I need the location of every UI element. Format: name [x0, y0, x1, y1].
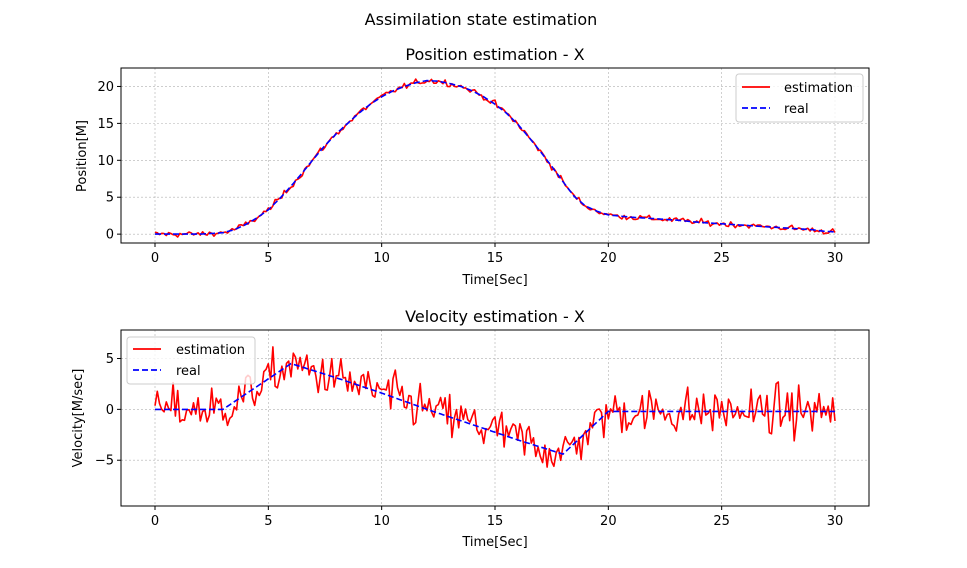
position-y-tick-label: 5: [106, 191, 114, 206]
position-series: [154, 78, 836, 238]
velocity-x-tick-label: 20: [600, 514, 617, 529]
position-legend: estimation real: [735, 73, 864, 123]
position-y-tick-label: 20: [97, 80, 114, 95]
velocity-x-tick-label: 25: [713, 514, 730, 529]
position-x-tick-label: 30: [827, 251, 844, 266]
velocity-x-tick-label: 5: [264, 514, 272, 529]
velocity-x-tick-label: 10: [373, 514, 390, 529]
velocity-x-tick-label: 0: [151, 514, 159, 529]
position-x-tick-label: 5: [264, 251, 272, 266]
velocity-y-tick-label: 0: [106, 403, 114, 418]
velocity-estimation-line: [154, 346, 836, 468]
position-chart: 0 5 10 15 20 25 30 0 5 10 15 20 Position estimatio…: [75, 45, 870, 288]
figure-suptitle: Assimilation state estimation: [365, 10, 598, 29]
velocity-chart: 0 5 10 15 20 25 30 −5 0 5 Velocity estimation - …: [71, 307, 870, 550]
position-y-tick-label: 0: [106, 228, 114, 243]
position-y-label: Position[M]: [75, 120, 90, 192]
position-legend-box: [735, 73, 864, 123]
position-x-ticks: 0 5 10 15 20 25 30: [151, 243, 843, 266]
velocity-legend-real-label: real: [176, 364, 201, 379]
velocity-y-ticks: −5 0 5: [95, 352, 121, 469]
position-real-line: [155, 79, 836, 235]
position-x-label: Time[Sec]: [461, 273, 527, 288]
position-x-tick-label: 15: [487, 251, 504, 266]
position-x-tick-label: 20: [600, 251, 617, 266]
velocity-legend: estimation real: [126, 336, 256, 385]
velocity-chart-title: Velocity estimation - X: [405, 307, 585, 326]
position-x-tick-label: 0: [151, 251, 159, 266]
velocity-y-tick-label: 5: [106, 352, 114, 367]
position-x-tick-label: 10: [373, 251, 390, 266]
velocity-y-label: Velocity[M/sec]: [71, 369, 86, 468]
position-y-tick-label: 15: [97, 117, 114, 132]
position-x-tick-label: 25: [713, 251, 730, 266]
velocity-y-tick-label: −5: [95, 454, 114, 469]
velocity-x-label: Time[Sec]: [461, 535, 527, 550]
velocity-x-tick-label: 30: [827, 514, 844, 529]
velocity-real-line: [155, 362, 835, 455]
position-y-ticks: 0 5 10 15 20: [97, 80, 121, 243]
velocity-x-ticks: 0 5 10 15 20 25 30: [151, 506, 843, 529]
position-legend-real-label: real: [784, 102, 809, 117]
velocity-series: [154, 346, 836, 468]
velocity-legend-estimation-label: estimation: [176, 343, 245, 358]
velocity-x-tick-label: 15: [487, 514, 504, 529]
position-chart-title: Position estimation - X: [405, 45, 584, 64]
position-legend-estimation-label: estimation: [784, 81, 853, 96]
position-y-tick-label: 10: [97, 154, 114, 169]
